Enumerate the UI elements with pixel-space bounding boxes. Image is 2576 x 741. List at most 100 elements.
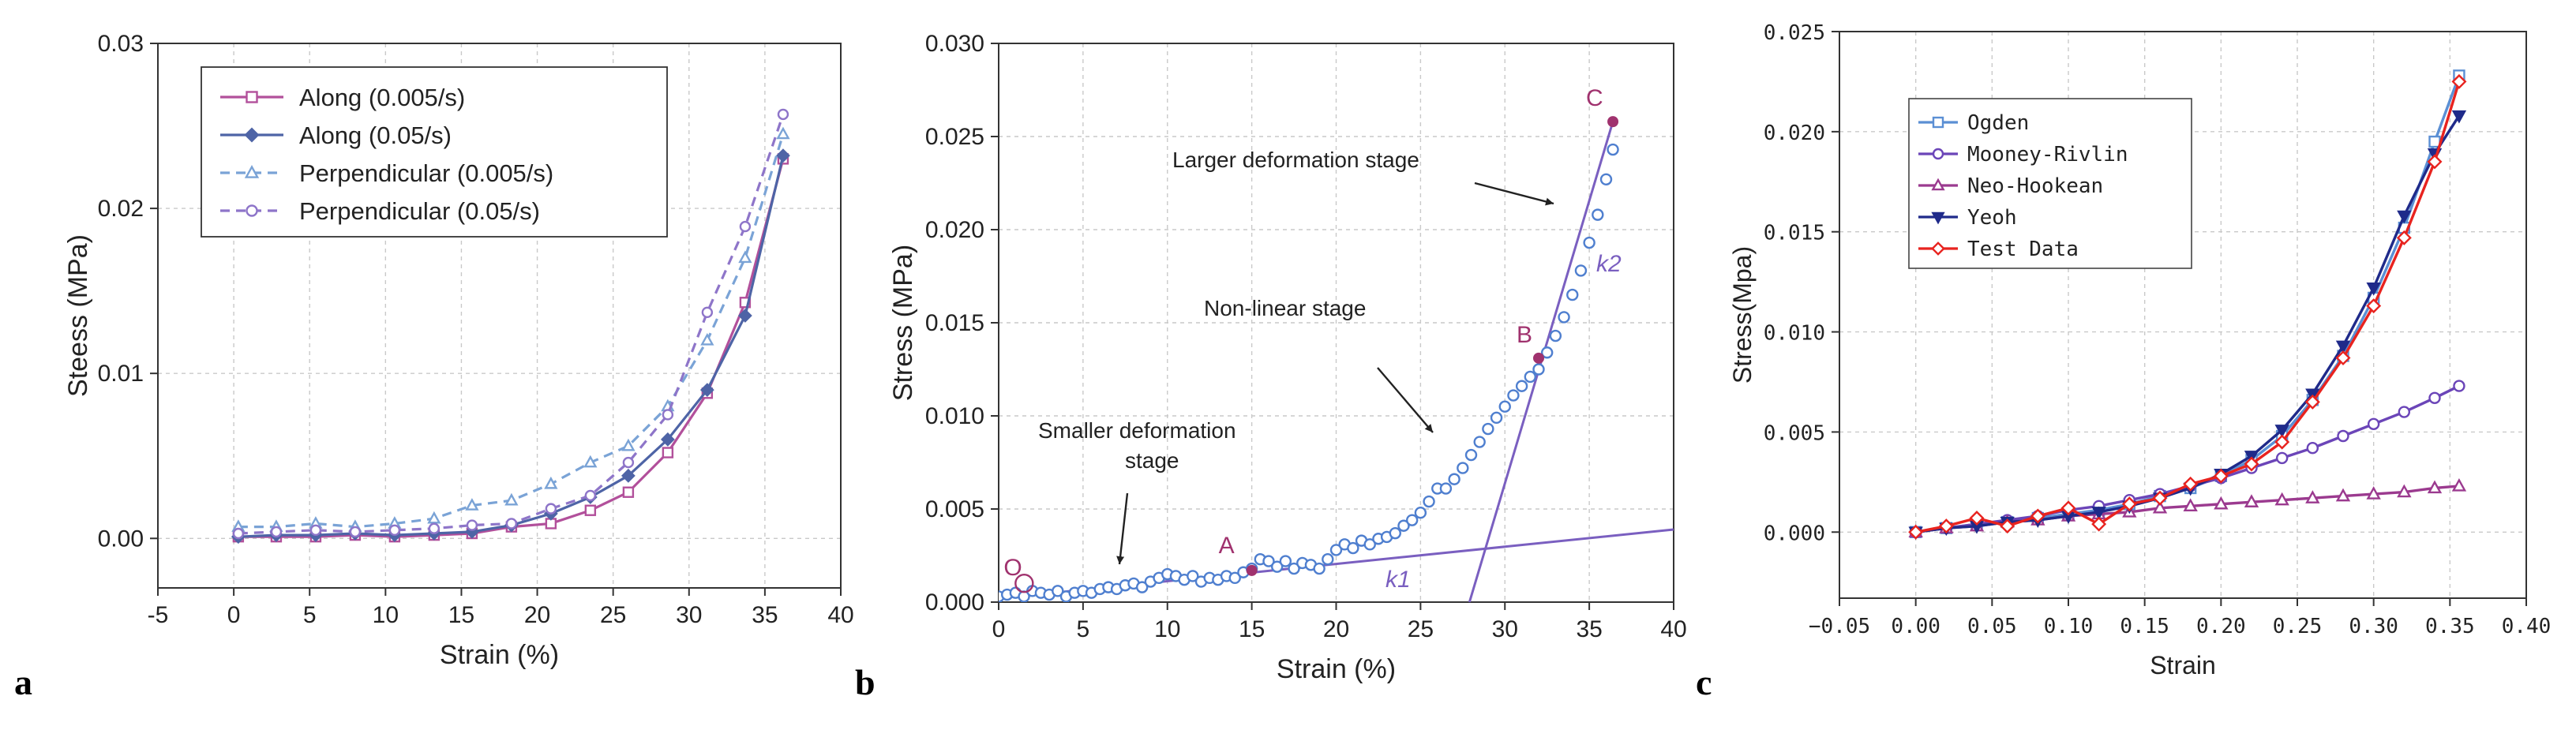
data-point: [1405, 514, 1419, 526]
data-point: [2335, 488, 2351, 502]
data-point: [1607, 143, 1619, 156]
data-point: [1532, 363, 1545, 376]
data-point: [2337, 429, 2349, 443]
data-point: [2305, 490, 2320, 503]
x-tick-label: 40: [827, 602, 853, 628]
data-point: [1490, 411, 1503, 425]
data-point: [700, 332, 714, 346]
legend-swatch-marker: [1932, 116, 1944, 129]
data-point: [1549, 329, 1562, 342]
data-point: [777, 108, 789, 121]
y-tick-label: 0.030: [925, 31, 984, 57]
data-point: [349, 526, 362, 538]
plot-frame: [1839, 31, 2527, 599]
x-tick-label: 5: [303, 602, 317, 628]
panel-letter-b: b: [855, 662, 876, 702]
x-tick-label: 20: [524, 602, 550, 628]
y-tick-label: 0.020: [1764, 122, 1825, 145]
data-point: [1228, 571, 1241, 585]
data-point: [1414, 507, 1427, 519]
data-point: [309, 524, 322, 537]
data-point: [622, 456, 635, 469]
panel-b-plot-area: [999, 121, 1674, 602]
annotation-smaller: Smaller deformation: [1038, 418, 1236, 443]
data-point: [1279, 555, 1292, 567]
data-point: [2366, 486, 2381, 500]
data-point: [1457, 462, 1469, 474]
data-point: [2366, 298, 2382, 314]
y-tick-label: 0.01: [98, 361, 144, 387]
data-point: [1439, 482, 1453, 495]
data-point: [466, 519, 478, 531]
x-tick-label: 15: [1239, 616, 1265, 642]
data-point: [1938, 518, 1954, 534]
data-point: [1322, 553, 1334, 566]
data-point: [2091, 516, 2107, 532]
x-tick-label: 25: [600, 602, 626, 628]
data-point: [388, 524, 401, 537]
legend-label: Yeoh: [1967, 206, 2017, 230]
data-point: [2366, 283, 2381, 296]
data-point: [2398, 406, 2411, 418]
x-tick-label: 15: [448, 602, 474, 628]
key-point-label: C: [1586, 85, 1603, 111]
data-point: [2152, 490, 2168, 506]
data-point: [2397, 210, 2412, 224]
data-point: [2428, 135, 2441, 148]
x-tick-label: 0: [992, 616, 1006, 642]
data-point: [427, 511, 441, 524]
data-point: [1389, 526, 1402, 540]
data-point: [1135, 581, 1149, 593]
legend-swatch-marker: [1931, 178, 1945, 191]
data-point: [232, 527, 245, 540]
data-point: [1482, 422, 1494, 436]
y-tick-label: 0.010: [925, 403, 984, 429]
data-point: [428, 522, 441, 534]
legend-swatch-marker: [1932, 148, 1944, 160]
data-point: [2451, 477, 2467, 492]
data-point: [1473, 436, 1486, 448]
data-point: [1908, 524, 1924, 540]
x-tick-label: 35: [752, 602, 778, 628]
x-tick-label: 10: [1154, 616, 1180, 642]
data-point: [660, 432, 675, 447]
data-point: [2091, 507, 2106, 520]
data-point: [1363, 538, 1376, 551]
panel-a-chart: -5 0 5 10 15 20 25 30 35 40 0.00 0.01 0.02 0.03 Strain…: [63, 31, 854, 670]
data-point: [2335, 350, 2351, 366]
x-axis-label: Strain (%): [440, 640, 559, 670]
panel-c-chart: −0.05 0.00 0.05 0.10 0.15 0.20 0.25 0.30 0.35 0.4…: [1728, 21, 2551, 679]
y-axis-label: Stress (MPa): [888, 245, 918, 401]
data-point: [2274, 434, 2290, 450]
x-tick-label: 0.35: [2425, 615, 2475, 638]
key-point-O-circle: [1014, 574, 1034, 593]
x-tick-label: 40: [1660, 616, 1686, 642]
x-axis-label: Strain: [2150, 651, 2216, 679]
y-tick-label: 0.010: [1764, 322, 1825, 346]
legend-label: Neo-Hookean: [1967, 174, 2103, 198]
legend-box: [201, 66, 668, 238]
data-point: [2428, 391, 2441, 404]
x-tick-label: 25: [1408, 616, 1434, 642]
x-tick-label: 10: [373, 602, 399, 628]
data-point: [1397, 519, 1410, 532]
x-tick-label: 30: [676, 602, 702, 628]
plot-frame: [157, 43, 842, 589]
y-tick-label: 0.000: [1764, 522, 1825, 545]
data-point: [738, 309, 752, 323]
data-point: [1969, 511, 1985, 526]
data-point: [2121, 496, 2137, 512]
key-point-B: [1533, 352, 1544, 364]
y-tick-label: 0.015: [925, 310, 984, 336]
data-point: [2427, 480, 2443, 494]
y-tick-label: 0.005: [1764, 421, 1825, 445]
data-point: [2335, 340, 2351, 354]
data-point: [2030, 508, 2045, 524]
legend-box: [1908, 98, 2192, 269]
legend-swatch-marker: [1931, 211, 1945, 225]
data-point: [2306, 442, 2319, 455]
data-point: [2367, 417, 2380, 430]
data-point: [738, 250, 752, 264]
x-tick-label: 0.40: [2502, 615, 2552, 638]
